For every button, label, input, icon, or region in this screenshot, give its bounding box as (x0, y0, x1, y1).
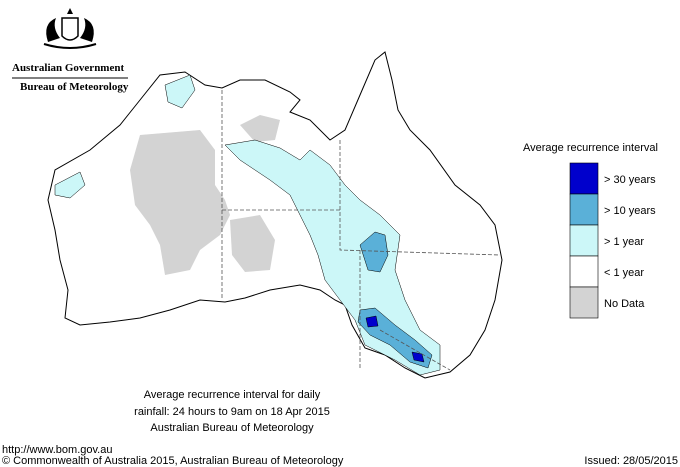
gov-name: Australian Government (12, 62, 124, 74)
legend-label: > 10 years (604, 205, 656, 217)
australia (47, 51, 503, 379)
caption-line: rainfall: 24 hours to 9am on 18 Apr 2015 (134, 406, 330, 418)
legend-swatch (569, 286, 599, 319)
legend-label: > 1 year (604, 236, 644, 248)
area-10yr (359, 231, 389, 273)
legend-title: Average recurrence interval (523, 142, 658, 154)
no-data (130, 130, 230, 275)
no-data (240, 115, 280, 142)
caption-source: Australian Bureau of Meteorology (150, 422, 314, 434)
area-30yr (411, 351, 425, 363)
legend-label: < 1 year (604, 267, 644, 279)
crest (43, 8, 97, 49)
area-1yr (164, 74, 196, 109)
legend-swatch (569, 224, 599, 257)
map (47, 51, 503, 379)
legend-label: > 30 years (604, 174, 656, 186)
area-1yr (54, 171, 86, 199)
no-data (230, 215, 275, 272)
footer-issued: Issued: 28/05/2015 (584, 455, 678, 467)
area-1yr (224, 139, 441, 376)
agency-name: Bureau of Meteorology (20, 81, 129, 93)
area-30yr (365, 315, 379, 328)
footer-url: http://www.bom.gov.au (2, 444, 112, 456)
legend: Average recurrence interval > 30 years > … (523, 142, 658, 319)
legend-swatch (569, 193, 599, 226)
legend-swatch (569, 162, 599, 195)
caption-line: Average recurrence interval for daily (144, 389, 321, 401)
legend-swatch (569, 255, 599, 288)
legend-label: No Data (604, 298, 645, 310)
footer-copyright: © Commonwealth of Australia 2015, Austra… (2, 455, 344, 467)
